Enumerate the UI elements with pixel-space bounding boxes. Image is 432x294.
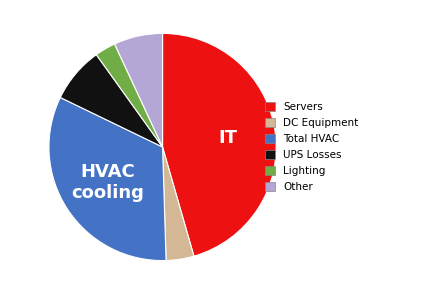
Wedge shape	[60, 55, 162, 147]
Text: IT: IT	[218, 129, 237, 147]
Wedge shape	[162, 34, 276, 256]
Wedge shape	[49, 98, 166, 260]
Wedge shape	[114, 34, 162, 147]
Wedge shape	[162, 147, 194, 260]
Legend: Servers, DC Equipment, Total HVAC, UPS Losses, Lighting, Other: Servers, DC Equipment, Total HVAC, UPS L…	[264, 102, 359, 192]
Text: HVAC
cooling: HVAC cooling	[71, 163, 144, 202]
Wedge shape	[96, 44, 162, 147]
